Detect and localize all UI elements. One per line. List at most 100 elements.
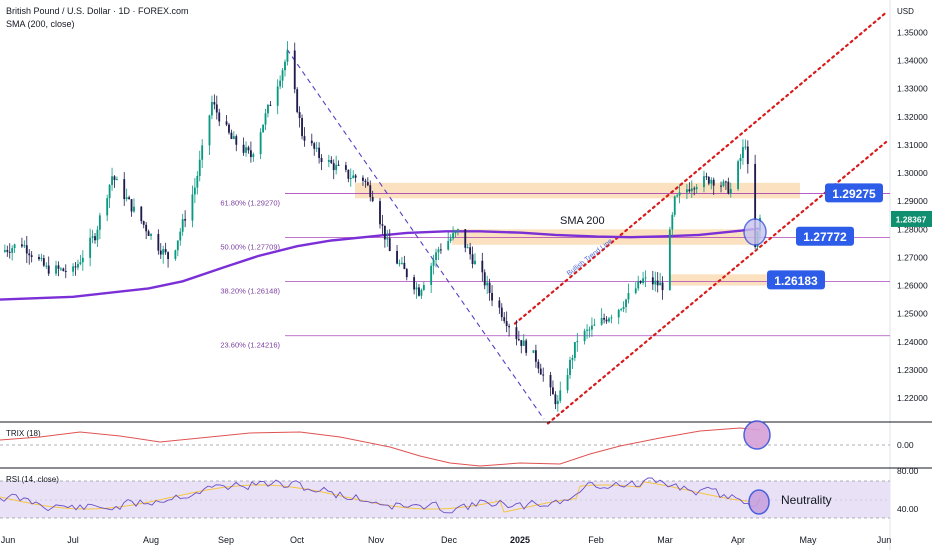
candle-body — [125, 197, 128, 200]
candle-body — [549, 374, 552, 388]
sma-annotation: SMA 200 — [560, 215, 605, 227]
candle-body — [64, 271, 67, 273]
candle-body — [503, 317, 506, 322]
candle-body — [303, 136, 306, 141]
candle-body — [159, 250, 162, 255]
candle-body — [605, 319, 608, 322]
candle-body — [486, 282, 489, 286]
candle-body — [405, 269, 408, 278]
candle-body — [586, 329, 588, 331]
candle-body — [525, 340, 528, 353]
candle-body — [505, 321, 508, 327]
candle-body — [420, 289, 423, 296]
candle-body — [298, 112, 301, 118]
candle-body — [213, 102, 216, 105]
y-tick-label: 1.30000 — [897, 168, 928, 178]
x-tick-label: Aug — [143, 535, 159, 545]
candle-body — [337, 164, 340, 166]
candle-body — [517, 339, 520, 341]
candle-body — [569, 359, 571, 376]
candle-body — [279, 80, 282, 87]
candle-body — [162, 249, 165, 255]
candle-body — [454, 231, 457, 234]
candle-body — [383, 225, 386, 240]
candle-body — [617, 309, 620, 318]
candle-body — [30, 255, 33, 257]
candle-body — [57, 265, 60, 269]
x-tick-label: Mar — [657, 535, 673, 545]
y-tick-label: 1.22000 — [897, 393, 928, 403]
candle-body — [625, 299, 627, 307]
candle-body — [661, 282, 664, 291]
candle-body — [491, 292, 493, 301]
currency-label: USD — [897, 7, 914, 16]
candle-body — [225, 121, 228, 125]
candle-body — [371, 196, 374, 202]
candle-body — [381, 224, 384, 226]
candle-body — [703, 176, 705, 188]
candle-body — [508, 326, 511, 328]
candle-body — [108, 184, 111, 199]
candle-body — [537, 361, 540, 369]
candle-body — [671, 214, 674, 230]
candle-body — [284, 61, 286, 71]
candle-body — [208, 115, 211, 146]
candle-body — [247, 147, 250, 151]
candle-body — [6, 250, 9, 252]
candle-body — [228, 124, 230, 133]
candle-body — [400, 262, 403, 264]
candle-body — [386, 238, 389, 240]
candle-body — [705, 176, 708, 178]
candle-body — [742, 147, 744, 158]
candle-body — [264, 113, 267, 125]
level-badge-label: 1.29275 — [832, 187, 876, 201]
candle-body — [452, 233, 455, 239]
candle-body — [318, 147, 321, 158]
candle-body — [415, 287, 418, 290]
candle-body — [668, 229, 671, 291]
candle-body — [313, 143, 316, 149]
candle-body — [437, 249, 440, 253]
level-badge-label: 1.26183 — [774, 274, 818, 288]
candle-body — [145, 224, 148, 232]
candle-body — [252, 154, 255, 158]
fib-label: 61.80% (1.29270) — [220, 199, 280, 208]
candle-body — [335, 164, 338, 171]
candle-body — [113, 176, 116, 181]
candle-body — [28, 253, 31, 256]
candle-body — [176, 240, 179, 251]
candle-body — [320, 157, 323, 163]
candle-body — [193, 187, 196, 195]
candle-body — [72, 266, 75, 272]
candle-body — [413, 277, 416, 290]
x-tick-label: Apr — [731, 535, 745, 545]
candle-body — [571, 358, 574, 360]
candle-body — [167, 252, 170, 260]
y-tick-label: 1.31000 — [897, 140, 928, 150]
candle-body — [539, 368, 542, 375]
candle-body — [74, 266, 77, 268]
candle-body — [552, 387, 554, 395]
candle-body — [81, 257, 84, 263]
y-tick-label: 1.34000 — [897, 55, 928, 65]
candle-body — [47, 265, 50, 274]
candle-body — [267, 104, 269, 114]
candle-body — [330, 159, 333, 164]
y-tick-label: 1.24000 — [897, 337, 928, 347]
candle-body — [191, 194, 194, 221]
x-tick-label: Nov — [368, 535, 385, 545]
y-tick-label: 1.25000 — [897, 309, 928, 319]
candle-body — [573, 342, 576, 359]
candle-body — [559, 390, 562, 401]
candle-body — [466, 247, 469, 249]
candle-body — [637, 280, 640, 289]
candle-body — [362, 177, 364, 181]
candle-body — [354, 175, 357, 178]
candle-body — [593, 324, 596, 326]
candle-body — [123, 179, 126, 200]
candle-body — [688, 189, 691, 192]
fib-label: 23.60% (1.24216) — [220, 341, 280, 350]
candle-body — [396, 251, 398, 264]
